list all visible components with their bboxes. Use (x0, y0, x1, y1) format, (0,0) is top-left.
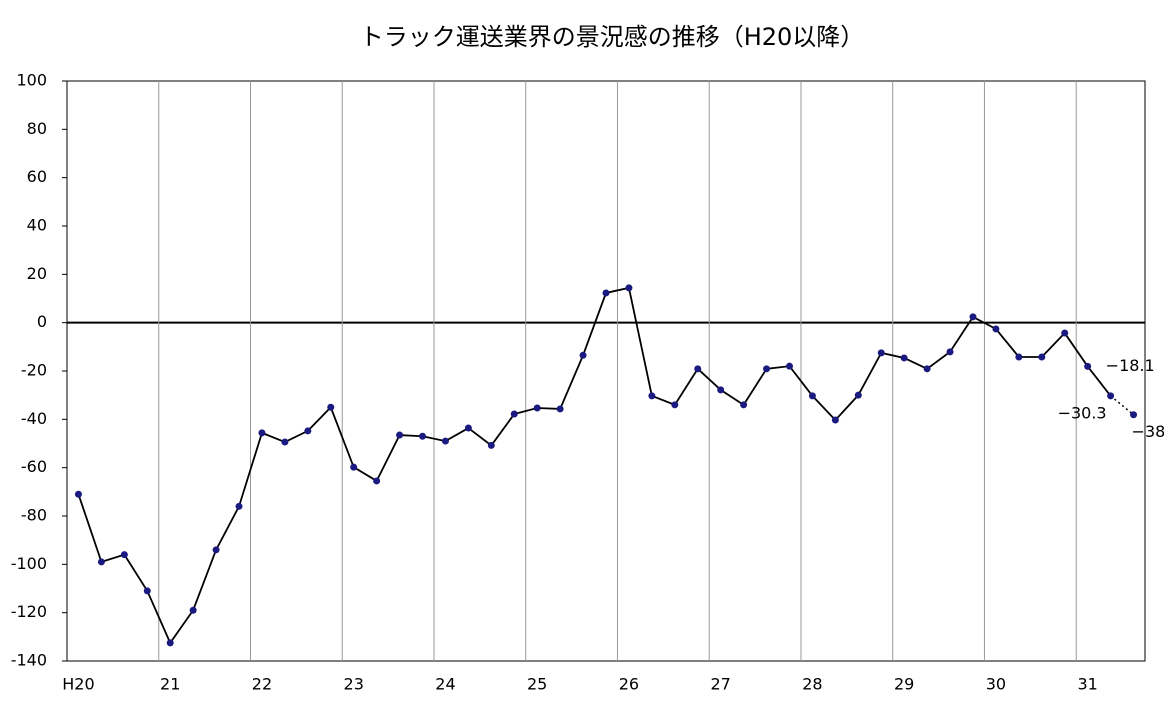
data-point (1130, 411, 1138, 419)
y-tick-label: -120 (11, 602, 47, 621)
data-point (464, 424, 472, 432)
data-point (1107, 392, 1115, 400)
data-point (120, 551, 128, 559)
y-tick-label: 80 (27, 119, 47, 138)
data-point (1038, 353, 1046, 361)
data-point (189, 606, 197, 614)
data-point (74, 490, 82, 498)
data-point (1015, 353, 1023, 361)
data-point (900, 354, 908, 362)
y-tick-label: 20 (27, 264, 47, 283)
data-point (533, 404, 541, 412)
data-point (97, 558, 105, 566)
data-point (854, 391, 862, 399)
data-point (350, 463, 358, 471)
x-tick-label: 31 (1077, 675, 1097, 694)
data-point (1084, 362, 1092, 370)
data-label: −30.3 (1058, 403, 1107, 422)
data-label: −38.1 (1132, 422, 1164, 441)
data-point (740, 401, 748, 409)
y-tick-label: -140 (11, 651, 47, 670)
data-point (763, 365, 771, 373)
data-point (304, 427, 312, 435)
x-tick-label: H20 (62, 675, 94, 694)
data-point (992, 325, 1000, 333)
y-tick-label: -20 (21, 361, 47, 380)
y-tick-label: 0 (37, 312, 47, 331)
data-point (923, 365, 931, 373)
data-point (808, 392, 816, 400)
x-tick-label: 27 (711, 675, 731, 694)
data-point (831, 416, 839, 424)
y-tick-label: -80 (21, 506, 47, 525)
data-point (556, 405, 564, 413)
y-tick-label: 100 (16, 71, 47, 90)
data-point (946, 348, 954, 356)
data-point (671, 401, 679, 409)
data-point (258, 429, 266, 437)
data-point (396, 431, 404, 439)
data-point (419, 432, 427, 440)
data-point (877, 349, 885, 357)
data-point (373, 477, 381, 485)
data-point (717, 386, 725, 394)
data-label: −18.1 (1106, 356, 1155, 375)
x-tick-label: 28 (802, 675, 822, 694)
x-tick-label: 21 (160, 675, 180, 694)
forecast-line (1110, 395, 1135, 416)
y-tick-label: -60 (21, 457, 47, 476)
y-tick-label: -40 (21, 409, 47, 428)
y-tick-label: -100 (11, 554, 47, 573)
data-point (785, 362, 793, 370)
data-point (143, 587, 151, 595)
data-point (327, 403, 335, 411)
x-tick-label: 30 (986, 675, 1006, 694)
x-tick-label: 29 (894, 675, 914, 694)
data-point (1061, 329, 1069, 337)
chart-title: トラック運送業界の景況感の推移（H20以降） (360, 23, 865, 51)
data-point (510, 410, 518, 418)
data-point (694, 365, 702, 373)
data-point (487, 441, 495, 449)
x-tick-label: 23 (344, 675, 364, 694)
data-line (77, 286, 1112, 645)
data-point (648, 392, 656, 400)
data-point (969, 313, 977, 321)
data-point (166, 639, 174, 647)
x-tick-label: 22 (252, 675, 272, 694)
data-point (281, 438, 289, 446)
data-point (235, 502, 243, 510)
x-tick-label: 24 (435, 675, 455, 694)
data-point (579, 351, 587, 359)
data-point (441, 437, 449, 445)
x-tick-label: 26 (619, 675, 639, 694)
x-tick-label: 25 (527, 675, 547, 694)
y-tick-label: 60 (27, 167, 47, 186)
y-tick-label: 40 (27, 216, 47, 235)
data-point (602, 289, 610, 297)
plot-frame (66, 80, 1146, 662)
data-point (625, 284, 633, 292)
data-point (212, 546, 220, 554)
